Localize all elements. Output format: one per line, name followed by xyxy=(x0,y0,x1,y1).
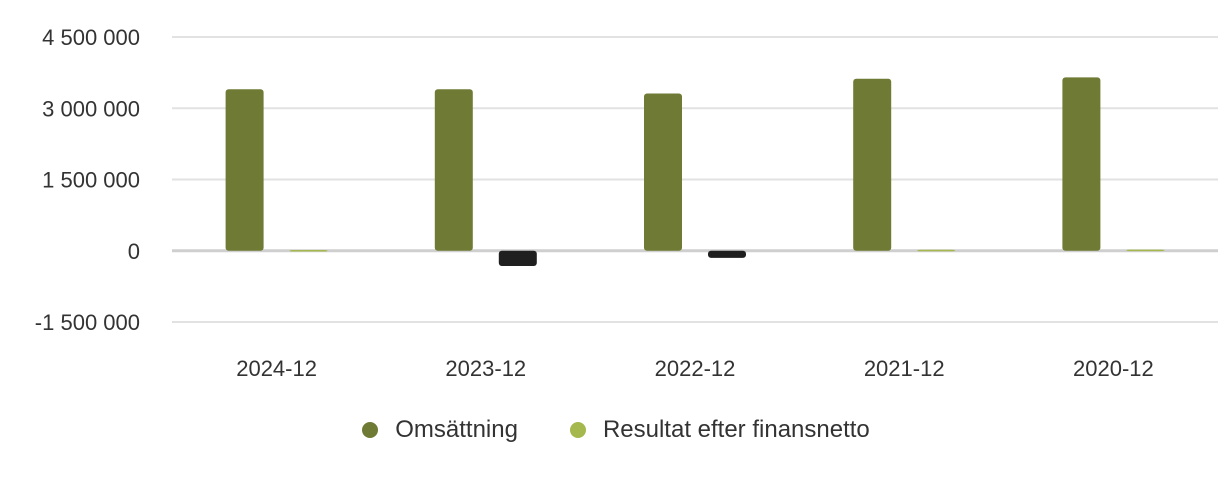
legend-item-resultat[interactable]: Resultat efter finansnetto xyxy=(569,416,870,444)
x-tick-label: 2024-12 xyxy=(236,356,317,381)
bar-resultat-2023-12[interactable] xyxy=(498,250,537,266)
bar-omsattning-2022-12[interactable] xyxy=(644,93,682,251)
bars xyxy=(225,77,1165,266)
x-tick-label: 2023-12 xyxy=(445,356,526,381)
x-tick-label: 2020-12 xyxy=(1073,356,1154,381)
bar-omsattning-2023-12[interactable] xyxy=(434,89,473,251)
bar-omsattning-2020-12[interactable] xyxy=(1062,77,1101,251)
bar-resultat-2024-12[interactable] xyxy=(289,250,328,252)
legend-label-resultat: Resultat efter finansnetto xyxy=(602,416,870,443)
y-tick-label: 3 000 000 xyxy=(42,96,140,121)
legend-marker-resultat xyxy=(569,422,586,438)
bar-resultat-2020-12[interactable] xyxy=(1126,249,1165,252)
y-axis-ticks: 4 500 000 3 000 000 1 500 000 0 -1 500 000 xyxy=(35,25,140,335)
legend-marker-omsattning xyxy=(362,422,379,438)
x-tick-label: 2021-12 xyxy=(864,356,945,381)
x-tick-label: 2022-12 xyxy=(655,356,736,381)
y-tick-label: 4 500 000 xyxy=(42,25,140,50)
bar-chart-plot: 4 500 000 3 000 000 1 500 000 0 -1 500 000 2… xyxy=(35,25,1218,381)
bar-resultat-2022-12[interactable] xyxy=(708,250,746,258)
bar-omsattning-2024-12[interactable] xyxy=(225,89,264,251)
bar-resultat-2021-12[interactable] xyxy=(917,249,956,252)
y-tick-label: -1 500 000 xyxy=(35,310,140,335)
bar-omsattning-2021-12[interactable] xyxy=(853,78,892,251)
legend-label-omsattning: Omsättning xyxy=(395,416,518,443)
y-tick-label: 1 500 000 xyxy=(42,168,140,193)
gridlines xyxy=(172,36,1218,323)
legend: Omsättning Resultat efter finansnetto xyxy=(0,416,1232,444)
legend-item-omsattning[interactable]: Omsättning xyxy=(362,416,518,444)
x-axis-ticks: 2024-12 2023-12 2022-12 2021-12 2020-12 xyxy=(236,356,1154,381)
y-tick-label: 0 xyxy=(128,239,140,264)
